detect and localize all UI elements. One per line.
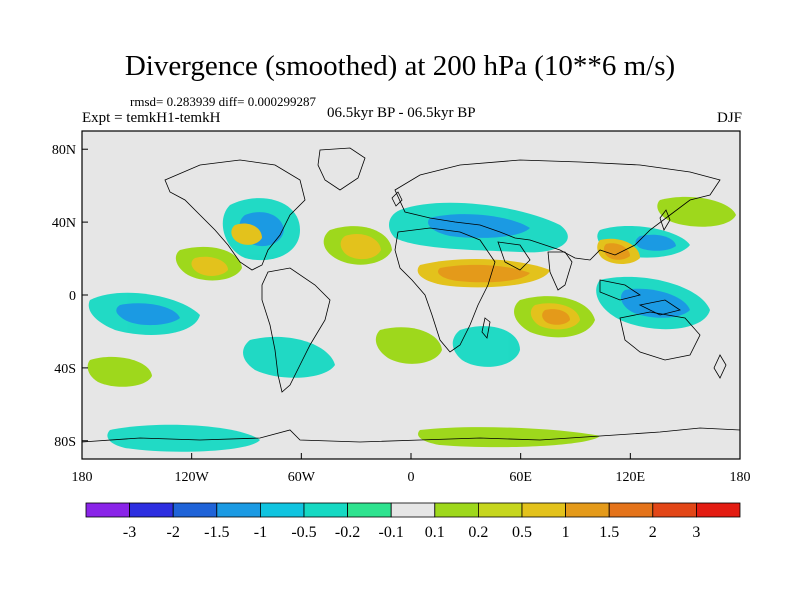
rmsd-diff-stats: rmsd= 0.283939 diff= 0.000299287	[130, 94, 316, 109]
y-tick-label: 40S	[54, 362, 76, 377]
colorbar-swatch	[608, 502, 654, 518]
plot-title: Divergence (smoothed) at 200 hPa (10**6 …	[124, 50, 676, 82]
x-tick-label: 120W	[175, 470, 210, 485]
colorbar-label: -2	[167, 524, 180, 541]
colorbar-label: -1	[254, 524, 267, 541]
x-tick-label: 0	[408, 470, 415, 485]
colorbar-label: 2	[649, 524, 657, 541]
y-tick-label: 40N	[52, 216, 76, 231]
colorbar-label: 3	[692, 524, 700, 541]
colorbar-label: 1	[562, 524, 570, 541]
colorbar-swatch	[85, 502, 130, 518]
colorbar-label: -3	[123, 524, 136, 541]
colorbar-label: -0.2	[335, 524, 360, 541]
colorbar-swatch	[303, 502, 348, 518]
x-tick-label: 60W	[288, 470, 316, 485]
colorbar-label: -1.5	[204, 524, 229, 541]
colorbar-swatch	[347, 502, 392, 518]
x-tick-label: 180	[72, 470, 93, 485]
colorbar-label: -0.5	[291, 524, 316, 541]
map-axes: 180 120W 60W 0 60E 120E 180 80N 40N 0 40S 80S	[52, 143, 751, 485]
colorbar-label: 1.5	[599, 524, 619, 541]
x-tick-label: 180	[730, 470, 751, 485]
season-label: DJF	[716, 110, 742, 126]
colorbar-swatch	[565, 502, 610, 518]
divergence-field	[87, 196, 736, 452]
y-tick-label: 0	[69, 289, 76, 304]
colorbar-swatch	[390, 502, 436, 518]
map-area	[82, 131, 740, 459]
x-tick-label: 60E	[509, 470, 532, 485]
x-tick-label: 120E	[616, 470, 646, 485]
colorbar: -3 -2 -1.5 -1 -0.5 -0.2 -0.1 0.1 0.2 0.5 1 1.5 2 3	[85, 502, 741, 541]
colorbar-swatch	[172, 502, 218, 518]
colorbar-swatch	[521, 502, 566, 518]
colorbar-swatch	[434, 502, 479, 518]
colorbar-swatch	[216, 502, 261, 518]
period-label: 06.5kyr BP - 06.5kyr BP	[327, 105, 476, 121]
colorbar-label: 0.1	[425, 524, 445, 541]
colorbar-swatch	[652, 502, 697, 518]
colorbar-swatch	[129, 502, 174, 518]
y-tick-label: 80N	[52, 143, 76, 158]
y-tick-label: 80S	[54, 435, 76, 450]
colorbar-label: 0.2	[468, 524, 488, 541]
colorbar-swatch	[477, 502, 523, 518]
coastlines	[82, 147, 740, 443]
colorbar-swatch	[259, 502, 305, 518]
colorbar-swatch	[696, 502, 741, 518]
experiment-label: Expt = temkH1-temkH	[82, 110, 221, 126]
colorbar-label: 0.5	[512, 524, 532, 541]
colorbar-label: -0.1	[379, 524, 404, 541]
